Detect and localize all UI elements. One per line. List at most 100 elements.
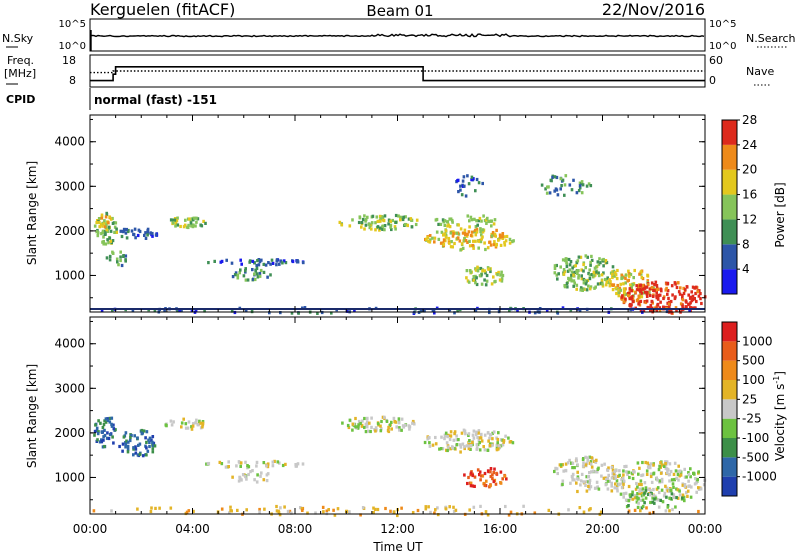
power-colorbar-segment xyxy=(722,219,737,245)
velocity-cell xyxy=(103,428,106,432)
power-cell xyxy=(376,219,380,223)
velocity-cell xyxy=(107,436,111,441)
power-cell xyxy=(503,235,506,239)
velocity-cell xyxy=(111,435,114,439)
velocity-cell xyxy=(683,475,687,479)
power-cell xyxy=(330,311,333,315)
velocity-cell xyxy=(126,450,130,454)
velocity-cell xyxy=(682,495,686,499)
velocity-cell xyxy=(489,467,493,471)
velocity-cell xyxy=(467,447,471,451)
power-cell xyxy=(695,285,698,289)
velocity-cell xyxy=(260,471,263,475)
power-cell xyxy=(666,292,669,296)
velocity-cell xyxy=(463,445,466,449)
power-cell xyxy=(613,274,616,278)
power-cell xyxy=(290,311,294,315)
power-cell xyxy=(99,223,103,227)
power-cell xyxy=(679,302,683,306)
velocity-cell xyxy=(473,475,477,479)
power-cell xyxy=(605,278,609,282)
power-cell xyxy=(588,287,592,291)
power-cell xyxy=(674,295,677,299)
power-cell xyxy=(106,229,110,233)
power-cell xyxy=(511,240,514,244)
velocity-cell xyxy=(677,478,680,482)
power-cell xyxy=(116,260,119,264)
power-cell xyxy=(456,309,459,313)
velocity-cell xyxy=(644,486,648,490)
power-cell xyxy=(266,275,269,279)
nave-label: Nave xyxy=(746,65,774,78)
velocity-cell xyxy=(489,484,492,488)
velocity-cell xyxy=(571,466,574,470)
power-cell xyxy=(117,263,120,267)
velocity-cell xyxy=(466,481,469,486)
power-cell xyxy=(207,261,210,265)
velocity-cell xyxy=(354,416,357,421)
power-cell xyxy=(569,260,573,264)
power-cell xyxy=(477,219,480,223)
velocity-cell xyxy=(134,447,138,451)
power-colorbar-tick-label: 28 xyxy=(742,113,757,127)
power-cell xyxy=(498,233,502,237)
velocity-cell xyxy=(381,415,385,419)
power-cell xyxy=(468,239,471,243)
power-cell xyxy=(468,219,471,223)
power-cell xyxy=(256,259,259,263)
velocity-cell xyxy=(685,475,688,479)
power-cell xyxy=(122,230,125,234)
velocity-cell xyxy=(637,482,641,486)
velocity-cell xyxy=(495,471,498,475)
power-cell xyxy=(296,259,299,263)
velocity-cell xyxy=(364,430,368,434)
power-cell xyxy=(611,283,615,287)
velocity-colorbar-tick-label: -100 xyxy=(742,431,769,445)
power-cell xyxy=(624,287,627,291)
velocity-cell xyxy=(627,499,631,503)
power-cell xyxy=(96,234,100,238)
power-cell xyxy=(630,296,633,300)
velocity-cell xyxy=(665,460,669,464)
velocity-cell xyxy=(96,438,99,442)
power-cell xyxy=(403,222,407,227)
velocity-cell xyxy=(699,487,703,491)
power-cell xyxy=(624,281,627,285)
power-cell xyxy=(655,296,659,300)
velocity-cell xyxy=(112,427,116,431)
power-cell xyxy=(499,273,502,277)
velocity-cell xyxy=(239,461,243,465)
power-cell xyxy=(351,218,354,222)
power-ytick-label: 2000 xyxy=(54,224,85,238)
velocity-cell xyxy=(668,496,671,500)
power-cell xyxy=(501,232,505,236)
power-cell xyxy=(257,263,261,267)
velocity-cell xyxy=(626,472,629,476)
velocity-cell xyxy=(469,471,473,475)
velocity-cell xyxy=(571,472,575,476)
velocity-cell xyxy=(561,482,564,486)
power-cell xyxy=(479,266,483,271)
power-cell xyxy=(470,175,474,179)
power-cell xyxy=(379,219,382,223)
power-cell xyxy=(653,283,656,287)
velocity-cell xyxy=(100,440,104,444)
velocity-cell xyxy=(676,488,680,492)
velocity-cell xyxy=(300,507,304,511)
power-cell xyxy=(654,280,658,284)
power-cell xyxy=(428,238,432,242)
velocity-cell xyxy=(495,448,499,452)
power-cell xyxy=(109,239,113,243)
power-cell xyxy=(383,228,386,232)
power-cell xyxy=(119,229,123,233)
velocity-cell xyxy=(612,472,616,476)
velocity-cell xyxy=(241,473,245,477)
velocity-cell xyxy=(284,462,287,466)
velocity-cell xyxy=(638,487,642,491)
velocity-cell xyxy=(398,426,401,430)
power-cell xyxy=(695,299,698,304)
power-cell xyxy=(415,218,419,222)
velocity-cell xyxy=(255,480,259,484)
velocity-cell xyxy=(433,511,436,515)
power-cell xyxy=(360,221,364,225)
